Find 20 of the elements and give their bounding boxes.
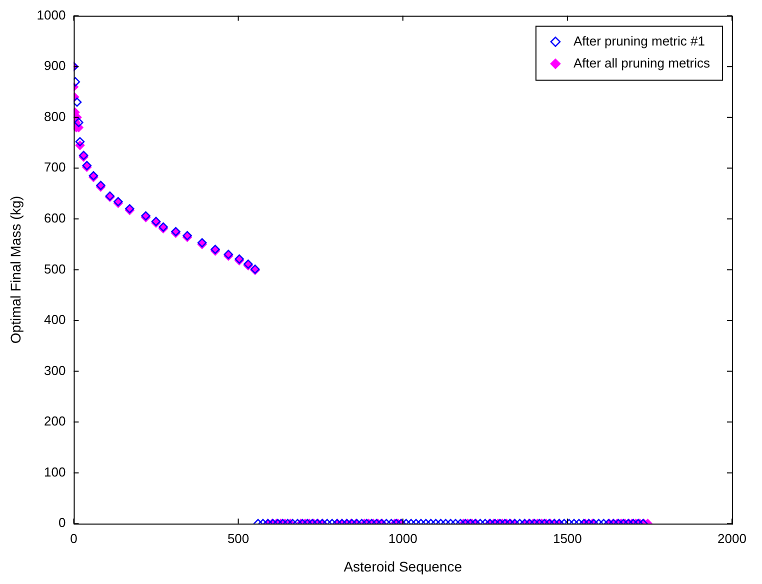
y-tick-label: 600 bbox=[44, 210, 66, 226]
legend-label: After pruning metric #1 bbox=[573, 33, 705, 48]
x-tick-label: 1000 bbox=[388, 530, 418, 546]
y-tick-label: 900 bbox=[44, 58, 66, 74]
y-tick-label: 1000 bbox=[36, 7, 66, 22]
y-axis-title: Optimal Final Mass (kg) bbox=[7, 196, 24, 344]
legend-label: After all pruning metrics bbox=[573, 55, 710, 70]
y-tick-label: 300 bbox=[44, 362, 66, 378]
y-tick-label: 500 bbox=[44, 261, 66, 276]
y-tick-label: 800 bbox=[44, 108, 66, 124]
x-tick-label: 500 bbox=[227, 530, 250, 546]
x-axis-title: Asteroid Sequence bbox=[344, 558, 462, 574]
y-tick-label: 700 bbox=[44, 160, 66, 175]
x-tick-label: 1500 bbox=[552, 530, 582, 546]
y-tick-label: 100 bbox=[44, 464, 66, 480]
x-tick-label: 2000 bbox=[718, 530, 746, 546]
y-tick-label: 200 bbox=[44, 414, 66, 429]
x-tick-label: 0 bbox=[70, 530, 78, 546]
y-tick-label: 0 bbox=[58, 515, 66, 530]
y-tick-label: 400 bbox=[44, 312, 66, 328]
